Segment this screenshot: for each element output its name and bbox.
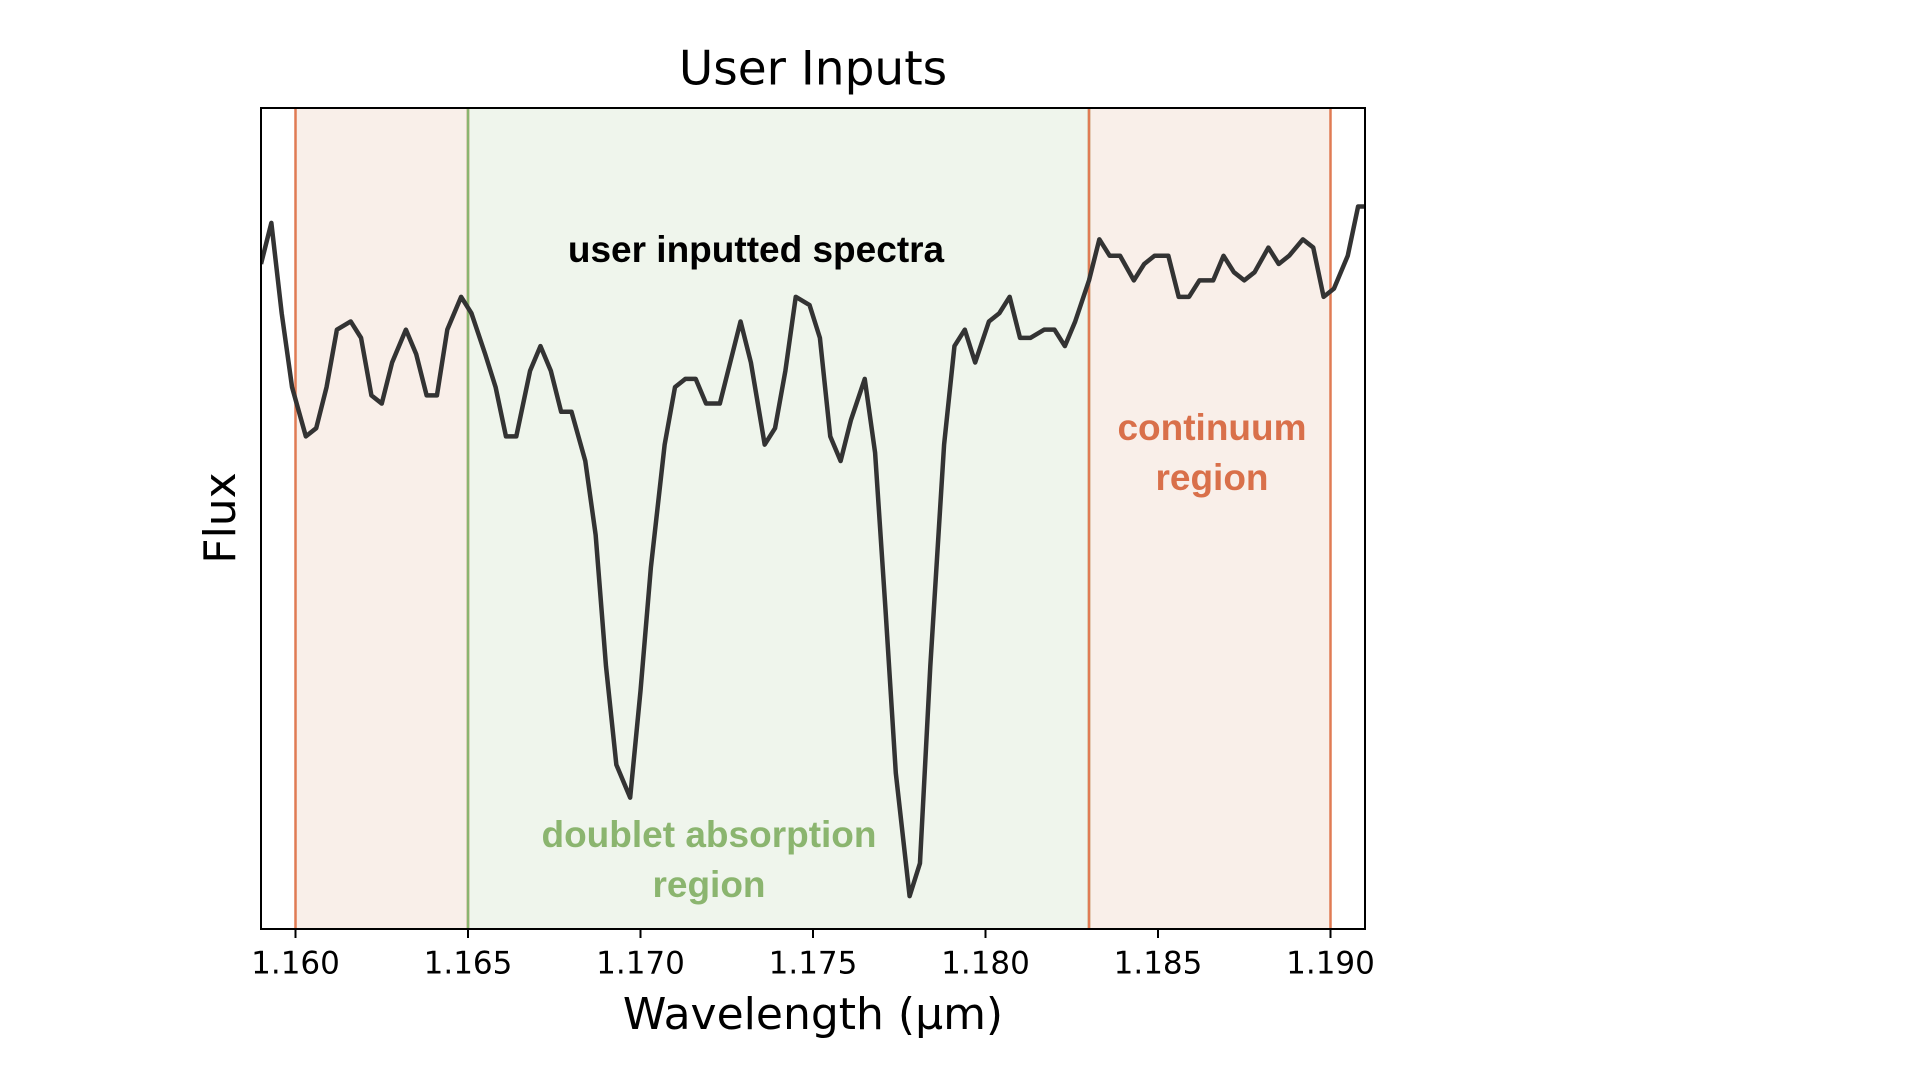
annotation: region: [1155, 457, 1268, 498]
annotation: doublet absorption: [541, 814, 876, 855]
region-band: [295, 108, 468, 929]
region-band: [468, 108, 1089, 929]
region-band: [1089, 108, 1331, 929]
annotation: continuum: [1117, 407, 1306, 448]
x-tick-label: 1.180: [941, 946, 1030, 982]
data-line: [261, 204, 1365, 899]
x-tick-label: 1.175: [769, 946, 858, 982]
x-tick-label: 1.185: [1114, 946, 1203, 982]
x-tick-label: 1.190: [1286, 946, 1375, 982]
annotation: region: [652, 864, 765, 905]
annotation: user inputted spectra: [568, 229, 945, 270]
x-tick-label: 1.170: [596, 946, 685, 982]
x-tick-label: 1.160: [251, 946, 340, 982]
x-axis-label: Wavelength (µm): [623, 989, 1003, 1040]
chart-title: User Inputs: [679, 42, 947, 97]
x-tick-label: 1.165: [424, 946, 513, 982]
y-axis-label: Flux: [195, 472, 246, 563]
